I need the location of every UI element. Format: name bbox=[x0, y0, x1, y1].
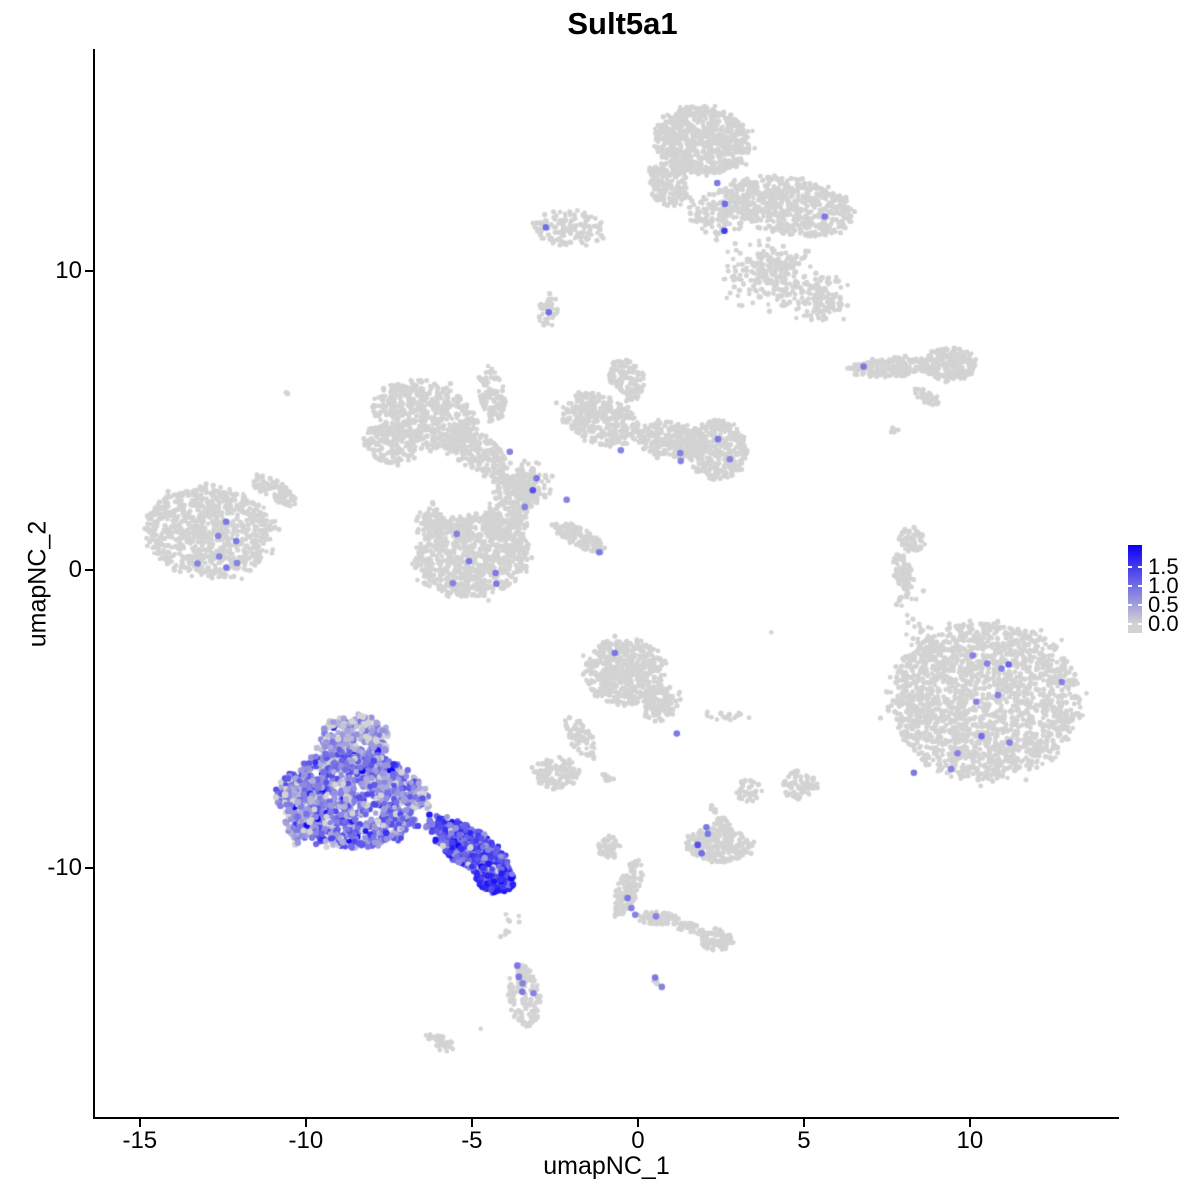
colorbar-tick-label: 0.5 bbox=[1148, 592, 1179, 617]
colorbar-tick-mark bbox=[1138, 585, 1142, 587]
colorbar-gradient bbox=[1128, 545, 1142, 633]
x-tick-mark bbox=[304, 1119, 307, 1127]
y-tick-mark bbox=[85, 867, 93, 870]
x-axis-title: umapNC_1 bbox=[543, 1152, 670, 1180]
x-tick-mark bbox=[138, 1119, 141, 1127]
colorbar-tick-label: 0.0 bbox=[1148, 611, 1179, 636]
x-tick-mark bbox=[802, 1119, 805, 1127]
x-tick-mark bbox=[636, 1119, 639, 1127]
y-tick-label: 10 bbox=[55, 257, 82, 285]
x-tick-mark bbox=[470, 1119, 473, 1127]
x-tick-label: -5 bbox=[461, 1127, 483, 1154]
y-axis-title: umapNC_2 bbox=[23, 520, 52, 648]
x-axis-line bbox=[93, 1117, 1119, 1119]
y-tick-label: 0 bbox=[68, 555, 82, 583]
y-tick-label: -10 bbox=[47, 854, 82, 882]
x-tick-label: -15 bbox=[122, 1127, 158, 1154]
plot-title: Sult5a1 bbox=[567, 6, 678, 41]
colorbar-tick-mark bbox=[1128, 623, 1132, 625]
y-tick-mark bbox=[85, 568, 93, 571]
y-axis-line bbox=[93, 49, 95, 1119]
colorbar-tick-mark bbox=[1128, 585, 1132, 587]
colorbar-tick-mark bbox=[1138, 566, 1142, 568]
x-tick-mark bbox=[968, 1119, 971, 1127]
colorbar-tick-mark bbox=[1128, 604, 1132, 606]
y-tick-mark bbox=[85, 270, 93, 273]
x-tick-label: 5 bbox=[797, 1127, 811, 1154]
x-tick-label: 0 bbox=[631, 1127, 645, 1154]
colorbar-tick-label: 1.0 bbox=[1148, 573, 1179, 598]
colorbar-tick-mark bbox=[1128, 566, 1132, 568]
colorbar-tick-label: 1.5 bbox=[1148, 554, 1179, 579]
colorbar-tick-mark bbox=[1138, 623, 1142, 625]
colorbar-tick-mark bbox=[1138, 604, 1142, 606]
x-tick-label: 10 bbox=[956, 1127, 984, 1154]
x-tick-label: -10 bbox=[288, 1127, 324, 1154]
